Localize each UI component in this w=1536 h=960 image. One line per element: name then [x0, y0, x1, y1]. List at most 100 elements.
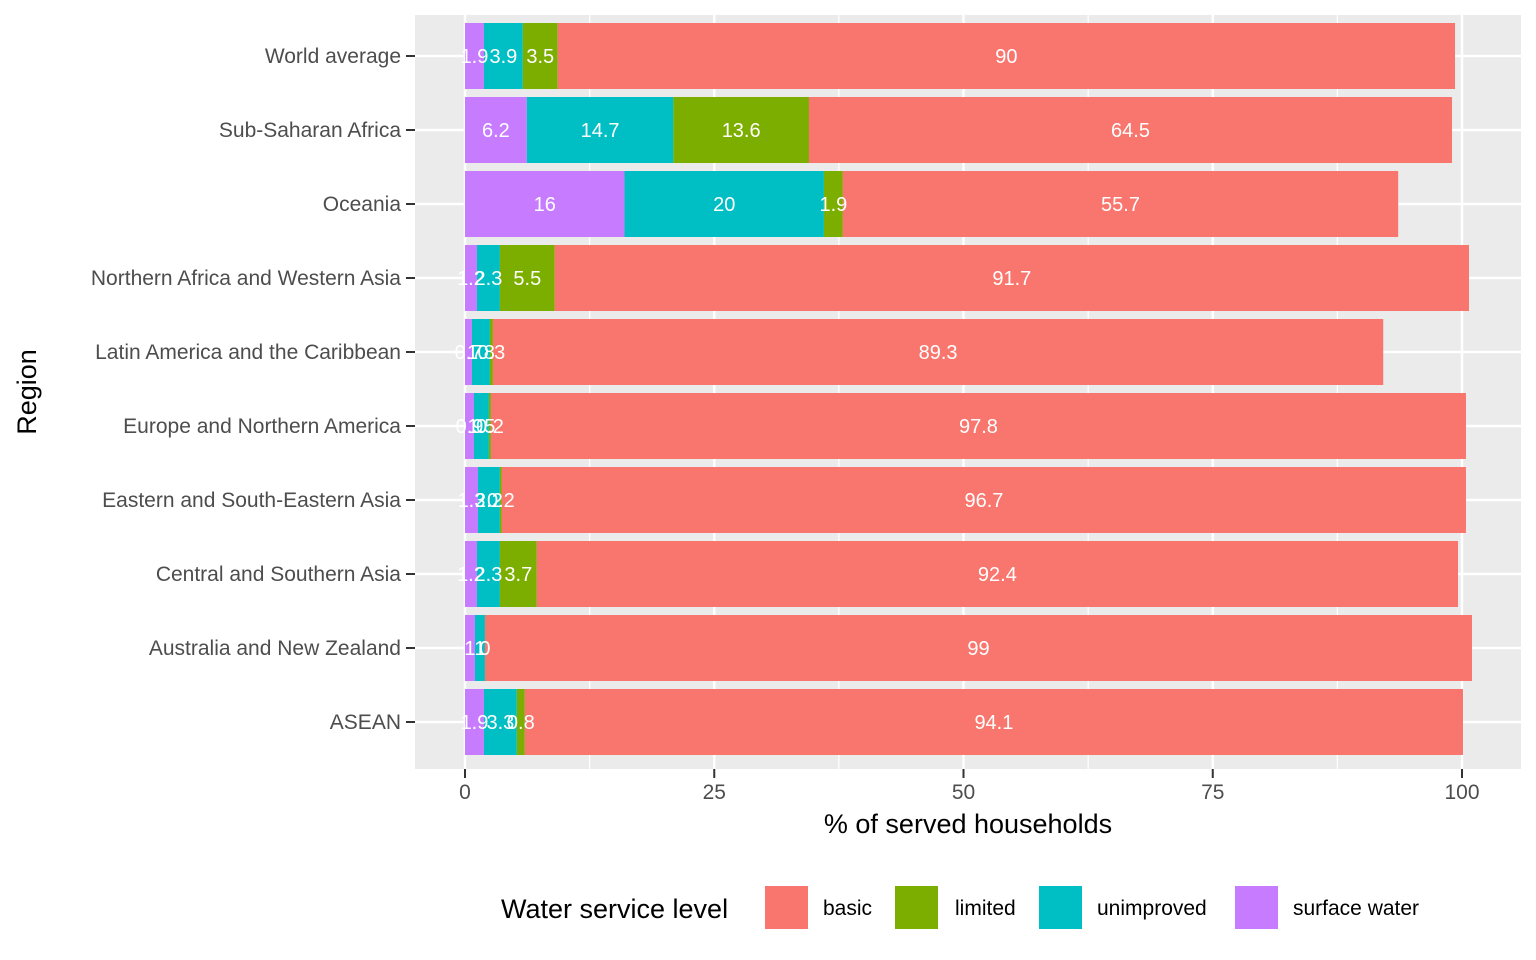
bar-surface-water-eastern-and-south-eastern-asia: [465, 467, 478, 533]
bar-label: 2.2: [475, 490, 503, 512]
legend-title: Water service level: [501, 894, 728, 924]
bar-unimproved-asean: [483, 689, 517, 755]
bar-label: 1.2: [457, 268, 485, 290]
bar-label: 97.8: [959, 416, 998, 438]
bar-basic-latin-america-and-the-caribbean: [492, 319, 1384, 385]
bar-basic-sub-saharan-africa: [808, 97, 1453, 163]
bar-basic-world-average: [557, 23, 1456, 89]
bar-basic-asean: [524, 689, 1463, 755]
bar-label: 99: [967, 638, 989, 660]
bar-unimproved-eastern-and-south-eastern-asia: [477, 467, 500, 533]
bar-limited-oceania: [823, 171, 843, 237]
y-tick-label: ASEAN: [330, 711, 401, 734]
legend-key-surface-water: [1235, 886, 1278, 929]
bar-surface-water-latin-america-and-the-caribbean: [465, 319, 472, 385]
bar-basic-australia-and-new-zealand: [484, 615, 1472, 681]
bar-surface-water-central-and-southern-asia: [465, 541, 477, 607]
y-tick-label: Oceania: [323, 193, 402, 216]
bar-limited-central-and-southern-asia: [499, 541, 537, 607]
x-axis: 0 25 50 75 100: [459, 769, 1480, 804]
bar-surface-water-sub-saharan-africa: [465, 97, 527, 163]
bar-label: 3.9: [489, 46, 517, 68]
bar-unimproved-europe-and-northern-america: [473, 393, 489, 459]
bar-label: 1.9: [461, 712, 489, 734]
bar-label: 96.7: [964, 490, 1003, 512]
bar-label: 1.8: [467, 342, 495, 364]
bar-limited-asean: [516, 689, 525, 755]
bar-label: 20: [713, 194, 735, 216]
bar-label: 14.7: [581, 120, 620, 142]
legend-key-limited: [895, 886, 938, 929]
bar-unimproved-northern-africa-and-western-asia: [476, 245, 500, 311]
bar-label: 0.9: [456, 416, 484, 438]
y-axis: World average Sub-Saharan Africa Oceania No…: [91, 45, 415, 734]
bar-label: 2.3: [475, 564, 503, 586]
bar-unimproved-latin-america-and-the-caribbean: [471, 319, 490, 385]
y-tick-label: Europe and Northern America: [123, 415, 401, 438]
bar-label: 0.3: [478, 342, 506, 364]
bar-unimproved-central-and-southern-asia: [476, 541, 500, 607]
y-tick-label: Latin America and the Caribbean: [95, 341, 401, 364]
y-axis-title: Region: [12, 349, 42, 435]
x-tick-label: 25: [703, 781, 726, 804]
bar-basic-oceania: [842, 171, 1399, 237]
bar-label: 6.2: [482, 120, 510, 142]
bar-surface-water-europe-and-northern-america: [465, 393, 474, 459]
legend-label: limited: [955, 897, 1016, 920]
x-tick-label: 50: [952, 781, 975, 804]
y-tick-label: World average: [265, 45, 401, 68]
y-tick-label: Sub-Saharan Africa: [219, 119, 401, 142]
bar-label: 55.7: [1101, 194, 1140, 216]
bars: [465, 23, 1472, 755]
x-tick-label: 75: [1201, 781, 1224, 804]
bar-label: 5.5: [513, 268, 541, 290]
bar-label: 1.9: [819, 194, 847, 216]
bar-label: 0.2: [476, 416, 504, 438]
bar-basic-central-and-southern-asia: [536, 541, 1459, 607]
bar-labels: 1.9 3.9 3.5 906.2 14.7 13.6 64.516 20 1.9 55.71.2…: [455, 46, 1150, 734]
bar-basic-europe-and-northern-america: [490, 393, 1466, 459]
legend-key-unimproved: [1039, 886, 1082, 929]
bar-limited-eastern-and-south-eastern-asia: [499, 467, 502, 533]
bar-surface-water-oceania: [465, 171, 625, 237]
bar-limited-world-average: [522, 23, 558, 89]
bar-surface-water-northern-africa-and-western-asia: [465, 245, 477, 311]
bar-label: 0: [479, 638, 490, 660]
bar-label: 92.4: [978, 564, 1017, 586]
legend-key-basic: [765, 886, 808, 929]
bar-limited-europe-and-northern-america: [488, 393, 491, 459]
bar-surface-water-asean: [465, 689, 484, 755]
bar-limited-sub-saharan-africa: [673, 97, 809, 163]
bar-label: 3.7: [504, 564, 532, 586]
bar-unimproved-sub-saharan-africa: [526, 97, 674, 163]
bar-surface-water-world-average: [465, 23, 484, 89]
bar-label: 1: [464, 638, 475, 660]
y-tick-label: Australia and New Zealand: [149, 637, 401, 660]
bar-label: 89.3: [919, 342, 958, 364]
bar-label: 91.7: [992, 268, 1031, 290]
bar-label: 2.3: [475, 268, 503, 290]
x-tick-label: 0: [459, 781, 471, 804]
bar-label: 1.3: [458, 490, 486, 512]
y-tick-label: Eastern and South-Eastern Asia: [102, 489, 401, 512]
legend-label: basic: [823, 897, 872, 920]
bar-limited-northern-africa-and-western-asia: [499, 245, 555, 311]
bar-label: 3.5: [526, 46, 554, 68]
bar-label: 1.9: [461, 46, 489, 68]
legend-label: surface water: [1293, 897, 1419, 920]
bar-unimproved-oceania: [624, 171, 824, 237]
bar-label: 0.7: [455, 342, 483, 364]
bar-label: 0.8: [507, 712, 535, 734]
bar-unimproved-world-average: [483, 23, 523, 89]
bar-label: 1.2: [457, 564, 485, 586]
y-tick-label: Northern Africa and Western Asia: [91, 267, 401, 290]
y-tick-label: Central and Southern Asia: [156, 563, 401, 586]
bar-label: 13.6: [722, 120, 761, 142]
bar-label: 90: [995, 46, 1017, 68]
bar-label: 1.5: [468, 416, 496, 438]
bar-label: 3.3: [486, 712, 514, 734]
bar-surface-water-australia-and-new-zealand: [465, 615, 475, 681]
bar-basic-eastern-and-south-eastern-asia: [501, 467, 1466, 533]
legend: Water service level basic limited unimprov…: [501, 886, 1419, 929]
